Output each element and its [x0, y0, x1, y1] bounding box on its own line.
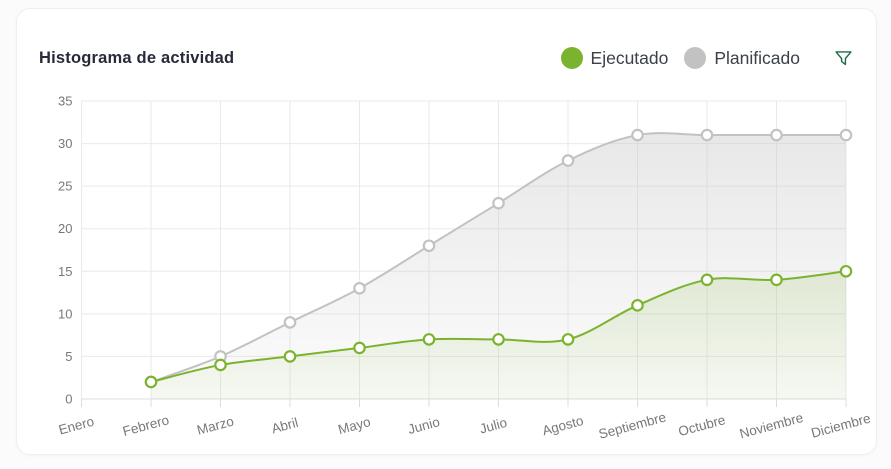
data-point-marker — [700, 128, 714, 142]
activity-histogram-card: Histograma de actividad Ejecutado Planif… — [16, 8, 877, 455]
svg-text:Febrero: Febrero — [121, 412, 171, 439]
card-header: Histograma de actividad Ejecutado Planif… — [17, 9, 876, 81]
data-point-marker — [492, 333, 505, 346]
ejecutado-dot-icon — [560, 47, 583, 69]
svg-text:Junio: Junio — [406, 414, 441, 437]
svg-text:Septiembre: Septiembre — [597, 409, 668, 441]
data-point-marker — [492, 196, 505, 210]
activity-area-chart: 0 5 10 15 20 25 30 35 Enero Febrero Marzo Abril Mayo… — [57, 94, 872, 442]
data-point-marker — [770, 273, 783, 287]
data-point-marker — [561, 333, 575, 346]
svg-text:30: 30 — [58, 136, 72, 151]
svg-text:25: 25 — [58, 179, 72, 194]
legend-item-planificado[interactable]: Planificado — [684, 47, 800, 69]
planificado-dot-icon — [684, 47, 707, 69]
data-point-marker — [283, 350, 297, 363]
svg-text:Diciembre: Diciembre — [810, 411, 873, 441]
svg-text:10: 10 — [58, 306, 72, 321]
svg-text:Octubre: Octubre — [677, 412, 727, 439]
data-point-marker — [631, 299, 644, 312]
data-point-marker — [631, 128, 644, 142]
data-point-marker — [839, 128, 853, 142]
legend-label-ejecutado: Ejecutado — [590, 47, 669, 68]
svg-text:Enero: Enero — [57, 414, 96, 438]
svg-text:Mayo: Mayo — [336, 414, 372, 437]
svg-text:0: 0 — [65, 392, 72, 407]
svg-text:Marzo: Marzo — [195, 414, 235, 438]
svg-text:35: 35 — [58, 94, 72, 109]
svg-text:Noviembre: Noviembre — [738, 410, 805, 441]
page-title: Histograma de actividad — [39, 48, 235, 67]
svg-text:15: 15 — [58, 264, 72, 279]
svg-text:5: 5 — [65, 349, 72, 364]
legend-item-ejecutado[interactable]: Ejecutado — [560, 47, 669, 69]
svg-text:Abril: Abril — [270, 415, 300, 436]
svg-text:Julio: Julio — [478, 415, 509, 437]
y-axis-labels: 0 5 10 15 20 25 30 35 — [58, 94, 72, 407]
legend-label-planificado: Planificado — [714, 47, 800, 68]
data-point-marker — [353, 341, 366, 355]
data-point-marker — [214, 358, 227, 372]
data-point-marker — [144, 375, 158, 389]
data-point-marker — [353, 282, 366, 295]
filter-button[interactable] — [830, 45, 856, 71]
data-point-marker — [283, 316, 297, 329]
data-point-marker — [770, 128, 783, 142]
data-point-marker — [422, 333, 436, 346]
filter-funnel-icon — [834, 50, 852, 65]
svg-text:20: 20 — [58, 221, 72, 236]
data-point-marker — [422, 239, 436, 253]
series-ejecutado — [144, 264, 853, 399]
data-point-marker — [700, 273, 714, 287]
x-axis-labels: Enero Febrero Marzo Abril Mayo Junio Julio Agos… — [57, 409, 872, 441]
data-point-marker — [839, 264, 853, 278]
chart-legend: Ejecutado Planificado — [560, 45, 856, 71]
data-point-marker — [561, 154, 575, 167]
svg-text:Agosto: Agosto — [541, 413, 585, 438]
